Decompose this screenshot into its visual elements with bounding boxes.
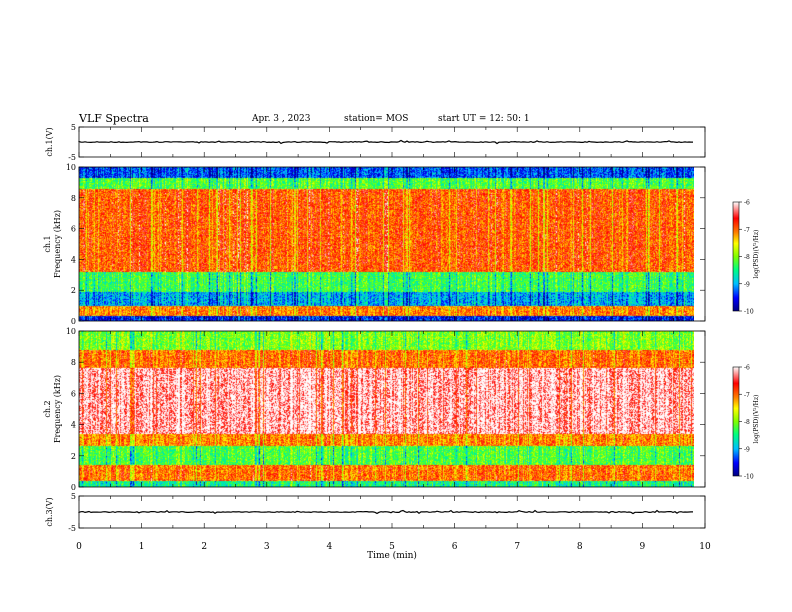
y-tick-label: -5 bbox=[68, 524, 76, 533]
x-tick-label: 4 bbox=[327, 542, 333, 552]
x-tick-label: 5 bbox=[389, 542, 395, 552]
y-tick-label: 4 bbox=[71, 255, 76, 264]
y-tick-label: 5 bbox=[71, 123, 76, 132]
voltage-trace bbox=[78, 509, 693, 515]
x-tick-label: 9 bbox=[640, 542, 646, 552]
panel-ch2-spectrogram: -6 -7 -8 -9 -10 log(PSD)(V²/Hz) 0 2 4 6 8 10 ch.2Fre… bbox=[43, 327, 760, 492]
y-tick-label: 10 bbox=[66, 163, 76, 172]
colorbar-tick-label: -6 bbox=[744, 200, 750, 207]
y-axis-label: ch.1(V) bbox=[45, 127, 54, 156]
y-tick-label: 0 bbox=[71, 317, 76, 326]
y-axis-label: ch.1Frequency (kHz) bbox=[43, 210, 62, 278]
colorbar-tick-label: -10 bbox=[744, 309, 754, 316]
spectrogram-image bbox=[79, 167, 694, 321]
y-tick-label: 10 bbox=[66, 327, 76, 336]
y-tick-label: 0 bbox=[71, 483, 76, 492]
y-tick-label: 6 bbox=[71, 389, 76, 398]
y-tick-label: 4 bbox=[71, 421, 76, 430]
colorbar bbox=[732, 366, 740, 477]
voltage-trace bbox=[78, 139, 693, 145]
panel-ch3-voltage: 5 -5 ch.3(V) bbox=[45, 492, 706, 533]
colorbar-tick-label: -9 bbox=[744, 446, 750, 453]
y-tick-label: 8 bbox=[71, 194, 76, 203]
x-tick-label: 10 bbox=[699, 542, 711, 552]
y-axis-label: ch.2Frequency (kHz) bbox=[43, 375, 62, 443]
chart-title: VLF Spectra bbox=[79, 112, 149, 125]
colorbar bbox=[732, 201, 740, 312]
spectrogram-image bbox=[79, 331, 694, 487]
colorbar-label: log(PSD)(V²/Hz) bbox=[753, 230, 760, 279]
y-axis-label: ch.3(V) bbox=[45, 497, 54, 526]
y-tick-label: 8 bbox=[71, 358, 76, 367]
x-tick-label: 7 bbox=[514, 542, 520, 552]
x-axis-label: Time (min) bbox=[367, 550, 417, 561]
station-label: station= MOS bbox=[344, 114, 409, 124]
x-tick-label: 8 bbox=[577, 542, 583, 552]
x-tick-label: 6 bbox=[452, 542, 458, 552]
colorbar-tick-label: -8 bbox=[744, 419, 750, 426]
start-time-label: start UT = 12: 50: 1 bbox=[438, 114, 530, 124]
x-tick-label: 2 bbox=[201, 542, 207, 552]
y-tick-label: -5 bbox=[68, 153, 76, 162]
panel-ch1-voltage: 5 -5 ch.1(V) bbox=[45, 123, 706, 162]
panel-ch1-spectrogram: -6 -7 -8 -9 -10 log(PSD)(V²/Hz) 0 2 4 6 8 10 ch.1Fre… bbox=[43, 163, 760, 326]
y-tick-label: 6 bbox=[71, 225, 76, 234]
y-tick-label: 5 bbox=[71, 492, 76, 501]
colorbar-tick-label: -8 bbox=[744, 254, 750, 261]
x-tick-label: 0 bbox=[76, 542, 82, 552]
x-tick-label: 3 bbox=[264, 542, 270, 552]
colorbar-tick-label: -7 bbox=[744, 227, 750, 234]
colorbar-tick-label: -6 bbox=[744, 365, 750, 372]
y-tick-label: 2 bbox=[71, 452, 76, 461]
colorbar-label: log(PSD)(V²/Hz) bbox=[753, 395, 760, 444]
date-label: Apr. 3 , 2023 bbox=[252, 114, 311, 124]
colorbar-tick-label: -10 bbox=[744, 474, 754, 481]
x-tick-label: 1 bbox=[139, 542, 145, 552]
y-tick-label: 2 bbox=[71, 286, 76, 295]
colorbar-tick-label: -7 bbox=[744, 392, 750, 399]
colorbar-tick-label: -9 bbox=[744, 281, 750, 288]
